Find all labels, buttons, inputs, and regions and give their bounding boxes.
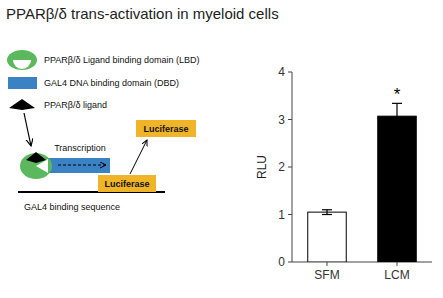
y-axis-label: RLU [255, 155, 269, 179]
error-cap [392, 128, 402, 129]
y-tick-label: 3 [278, 113, 285, 127]
dbd-icon [8, 77, 37, 89]
error-bar [392, 103, 402, 129]
y-tick-label: 4 [278, 65, 285, 79]
annotation: * [394, 85, 401, 104]
transcription-arrow [58, 165, 106, 166]
error-line [396, 103, 397, 129]
x-tick [327, 262, 328, 266]
x-tick-label: SFM [314, 268, 339, 282]
chart: PPARβ/δ trans-activation in myeloid cell… [0, 0, 443, 298]
bound-ligand [26, 152, 46, 163]
lbd-icon [7, 50, 37, 70]
binding-arrow [24, 113, 31, 146]
bar [308, 212, 347, 262]
x-tick-label: LCM [384, 268, 409, 282]
bars [308, 103, 417, 262]
title: PPARβ/δ trans-activation in myeloid cell… [6, 5, 279, 22]
expression-arrow [130, 140, 147, 174]
y-tick [288, 214, 292, 215]
annotation: Luciferase [143, 124, 188, 134]
bar [378, 116, 417, 262]
y-tick-label: 0 [278, 255, 285, 269]
error-bar [322, 210, 332, 215]
y-tick-label: 2 [278, 160, 285, 174]
y-tick-label: 1 [278, 208, 285, 222]
luciferase-box [136, 120, 196, 137]
y-tick [288, 72, 292, 73]
x-tick [397, 262, 398, 266]
error-line [326, 210, 327, 215]
annotation: Transcription [54, 143, 106, 153]
y-axis [292, 72, 293, 262]
y-tick [288, 167, 292, 168]
annotation: GAL4 DNA binding domain (DBD) [44, 78, 179, 88]
annotation: GAL4 binding sequence [24, 202, 120, 212]
lbd [20, 153, 52, 179]
axes: 0 1 2 3 4 RLU SFM LCM [255, 65, 432, 282]
diagram: PPARβ/δ Ligand binding domain (LBD) GAL4 … [7, 50, 200, 212]
y-tick [288, 262, 292, 263]
lbd-notch [13, 60, 31, 69]
luciferase-box [98, 175, 156, 192]
error-cap [322, 214, 332, 215]
y-tick [288, 119, 292, 120]
annotation: Luciferase [104, 179, 149, 189]
annotation: PPARβ/δ Ligand binding domain (LBD) [44, 55, 200, 65]
annotation: PPARβ/δ ligand [44, 100, 107, 110]
error-cap [322, 209, 332, 210]
dbd [44, 158, 110, 173]
ligand-icon [9, 99, 35, 110]
